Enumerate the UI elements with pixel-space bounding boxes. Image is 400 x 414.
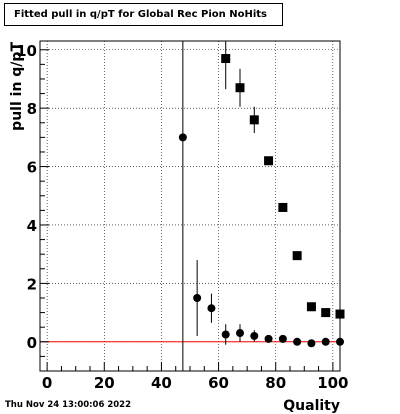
square-marker <box>221 54 231 64</box>
data-points <box>178 41 345 348</box>
grid-lines <box>40 41 340 371</box>
circle-marker <box>278 334 287 343</box>
y-axis-title: pull in q/pT <box>9 42 25 131</box>
circle-marker <box>178 133 187 142</box>
y-tick-label: 0 <box>27 334 37 352</box>
y-tick-label: 8 <box>27 100 37 118</box>
circle-marker <box>193 293 202 302</box>
x-tick-label: 40 <box>151 374 172 392</box>
circle-marker <box>264 334 273 343</box>
chart-title-box: Fitted pull in q/pT for Global Rec Pion … <box>4 3 283 26</box>
circle-marker <box>321 337 330 346</box>
circle-marker <box>293 337 302 346</box>
y-tick-label: 2 <box>27 275 37 293</box>
circle-marker <box>236 329 244 338</box>
timestamp: Thu Nov 24 13:00:06 2022 <box>5 400 132 410</box>
x-tick-label: 20 <box>94 374 115 392</box>
square-marker <box>264 156 274 166</box>
x-tick-label: 80 <box>265 374 286 392</box>
x-axis-title: Quality <box>283 398 340 414</box>
y-tick-label: 10 <box>16 42 37 60</box>
square-marker <box>306 302 316 312</box>
circle-marker <box>250 331 259 340</box>
reference-lines <box>40 41 340 371</box>
square-marker <box>292 251 302 261</box>
square-marker <box>278 202 288 212</box>
circle-marker <box>221 330 230 339</box>
circle-marker <box>207 304 216 313</box>
square-marker <box>235 83 245 93</box>
y-tick-label: 4 <box>27 217 37 235</box>
x-tick-label: 0 <box>42 374 52 392</box>
x-tick-label: 60 <box>208 374 229 392</box>
axes: 0 20 40 60 80 100 0 2 4 6 8 10 <box>16 42 348 392</box>
square-marker <box>321 308 331 318</box>
y-tick-label: 6 <box>27 159 37 177</box>
chart-title: Fitted pull in q/pT for Global Rec Pion … <box>14 9 267 20</box>
plot-frame <box>39 40 341 372</box>
circle-marker <box>307 339 316 348</box>
square-marker <box>249 115 259 125</box>
x-tick-label: 100 <box>317 374 348 392</box>
